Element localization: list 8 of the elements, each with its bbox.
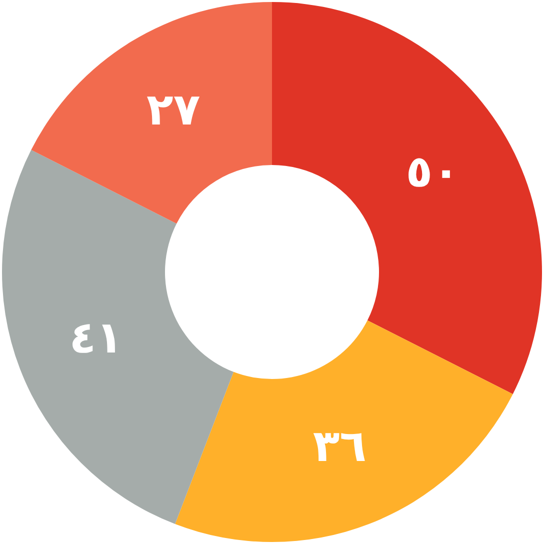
data-label: ٢٧ xyxy=(146,84,200,136)
donut-slice xyxy=(2,150,234,524)
donut-slice xyxy=(272,2,542,394)
data-label: ٤١ xyxy=(69,312,123,364)
data-label: ٣٦ xyxy=(312,420,367,472)
donut-slice xyxy=(175,320,513,542)
data-label: ٥٠ xyxy=(406,146,460,198)
donut-slice xyxy=(31,2,272,224)
